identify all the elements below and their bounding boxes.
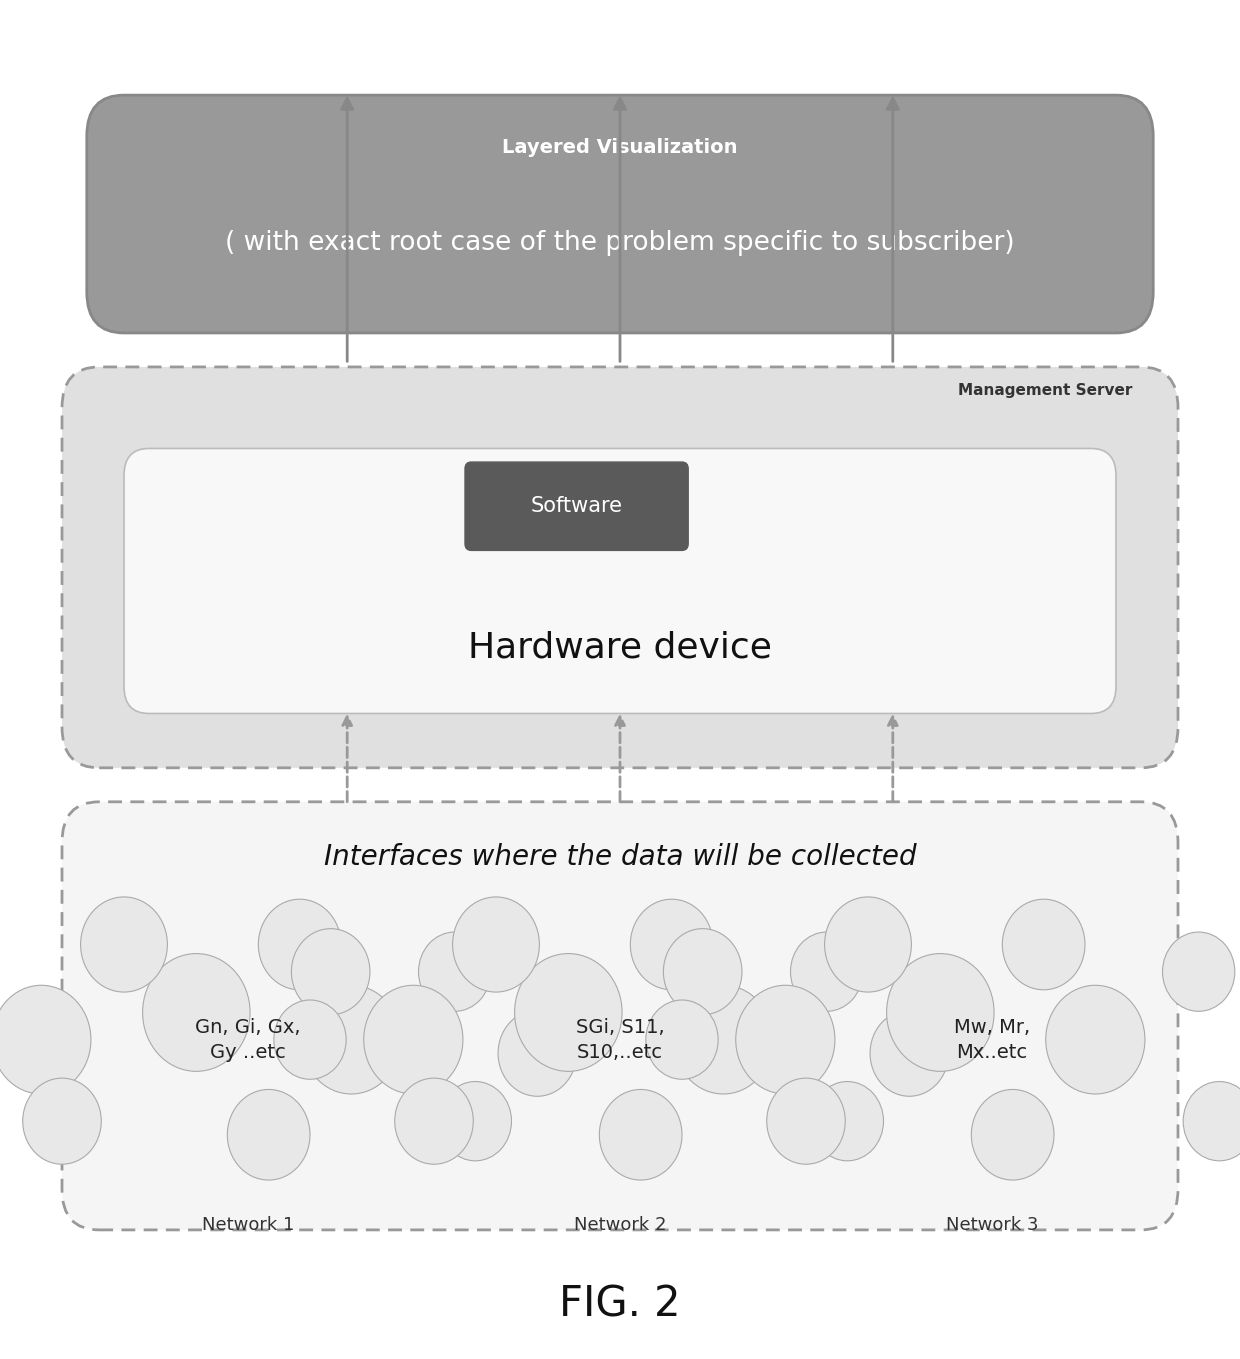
Text: Interfaces where the data will be collected: Interfaces where the data will be collec… [324,844,916,871]
Text: Management Server: Management Server [957,383,1132,398]
Text: Mw, Mr,
Mx..etc: Mw, Mr, Mx..etc [954,1018,1030,1061]
Text: Network 1: Network 1 [202,1216,294,1234]
FancyBboxPatch shape [62,367,1178,768]
Text: Network 3: Network 3 [946,1216,1038,1234]
Text: Hardware device: Hardware device [467,631,773,665]
Text: ( with exact root case of the problem specific to subscriber): ( with exact root case of the problem sp… [226,230,1014,255]
FancyBboxPatch shape [87,95,1153,333]
Text: SGi, S11,
S10,..etc: SGi, S11, S10,..etc [575,1018,665,1061]
FancyBboxPatch shape [465,462,688,550]
Text: Gn, Gi, Gx,
Gy ..etc: Gn, Gi, Gx, Gy ..etc [195,1018,301,1061]
Text: Layered Visualization: Layered Visualization [502,139,738,156]
Text: Software: Software [531,496,622,516]
Text: Network 2: Network 2 [574,1216,666,1234]
FancyBboxPatch shape [62,802,1178,1230]
FancyBboxPatch shape [124,448,1116,713]
Text: FIG. 2: FIG. 2 [559,1283,681,1325]
